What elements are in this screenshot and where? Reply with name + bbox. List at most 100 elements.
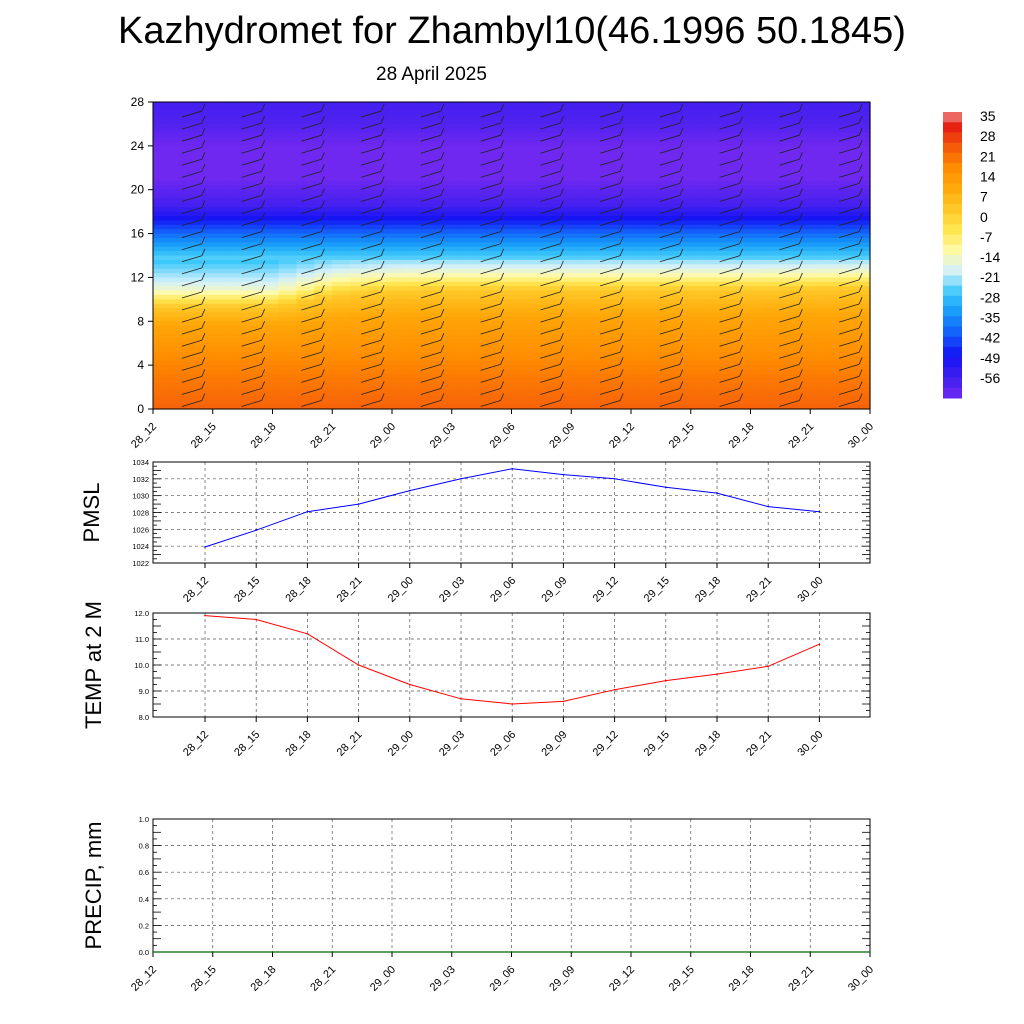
- heatmap-cell: [153, 378, 172, 384]
- heatmap-cell: [242, 106, 262, 112]
- heatmap-cell: [242, 325, 262, 331]
- heatmap-cell: [744, 277, 764, 283]
- heatmap-cell: [780, 251, 799, 257]
- heatmap-cell: [206, 154, 226, 160]
- heatmap-cell: [224, 137, 244, 143]
- heatmap-cell: [654, 294, 674, 300]
- heatmap-cell: [852, 251, 871, 257]
- heatmap-cell: [690, 312, 710, 318]
- heatmap-cell: [726, 334, 746, 340]
- heatmap-cell: [690, 259, 710, 265]
- heatmap-cell: [332, 330, 351, 336]
- heatmap-cell: [619, 378, 638, 384]
- wind-barb: [380, 140, 385, 148]
- wind-barb: [719, 231, 740, 239]
- wind-barb: [261, 140, 265, 148]
- heatmap-cell: [224, 400, 244, 406]
- heatmap-cell: [636, 273, 656, 279]
- heatmap-cell: [314, 237, 333, 243]
- heatmap-cell: [619, 167, 638, 173]
- heatmap-cell: [439, 378, 459, 384]
- heatmap-cell: [475, 268, 495, 274]
- heatmap-cell: [726, 351, 746, 357]
- heatmap-cell: [619, 216, 638, 222]
- heatmap-cell: [350, 198, 369, 204]
- heatmap-cell: [798, 198, 817, 204]
- wind-barb: [659, 146, 680, 154]
- heatmap-cell: [278, 259, 298, 265]
- heatmap-cell: [278, 277, 298, 283]
- heatmap-cell: [511, 281, 531, 287]
- wind-barb: [500, 260, 504, 269]
- heatmap-cell: [726, 255, 746, 261]
- heatmap-cell: [672, 172, 692, 178]
- heatmap-cell: [260, 387, 280, 393]
- heatmap-cell: [332, 259, 351, 265]
- heatmap-cell: [170, 207, 190, 213]
- heatmap-cell: [654, 154, 674, 160]
- heatmap-cell: [242, 330, 262, 336]
- heatmap-cell: [296, 365, 315, 371]
- heatmap-cell: [690, 334, 710, 340]
- heatmap-cell: [816, 391, 835, 397]
- heatmap-cell: [350, 330, 369, 336]
- heatmap-cell: [798, 207, 817, 213]
- heatmap-cell: [493, 246, 513, 252]
- colorbar-swatch: [943, 377, 962, 389]
- heatmap-cell: [403, 382, 423, 388]
- wind-barb: [321, 188, 325, 196]
- heatmap-cell: [762, 185, 781, 191]
- heatmap-cell: [314, 132, 333, 138]
- wind-barb: [659, 327, 680, 335]
- heatmap-cell: [690, 404, 710, 410]
- heatmap-cell: [798, 360, 817, 366]
- heatmap-cell: [619, 277, 638, 283]
- heatmap-cell: [636, 141, 656, 147]
- heatmap-cell: [780, 185, 799, 191]
- heatmap-cell: [636, 150, 656, 156]
- heatmap-cell: [547, 189, 566, 195]
- heatmap-cell: [421, 369, 441, 375]
- heatmap-cell: [780, 233, 799, 239]
- wind-barb: [739, 333, 743, 341]
- heatmap-cell: [780, 400, 799, 406]
- heatmap-cell: [654, 194, 674, 200]
- heatmap-cell: [188, 400, 208, 406]
- heatmap-cell: [439, 268, 459, 274]
- heatmap-cell: [439, 286, 459, 292]
- heatmap-cell: [278, 189, 298, 195]
- heatmap-cell: [726, 102, 746, 107]
- heatmap-cell: [475, 299, 495, 305]
- heatmap-cell: [744, 303, 764, 309]
- heatmap-cell: [601, 259, 620, 265]
- heatmap-cell: [457, 106, 477, 112]
- heatmap-cell: [690, 207, 710, 213]
- heatmap-cell: [583, 167, 602, 173]
- heatmap-cell: [206, 347, 226, 353]
- wind-barb: [560, 140, 564, 148]
- heatmap-cell: [511, 351, 531, 357]
- heatmap-cell: [798, 150, 817, 156]
- heatmap-cell: [260, 180, 280, 186]
- heatmap-cell: [601, 150, 620, 156]
- heatmap-cell: [547, 132, 566, 138]
- heatmap-cell: [529, 382, 548, 388]
- heatmap-cell: [296, 163, 315, 169]
- heatmap-cell: [690, 220, 710, 226]
- wind-barb: [440, 176, 445, 184]
- heatmap-cell: [780, 338, 799, 344]
- wind-barb: [739, 393, 743, 401]
- heatmap-cell: [421, 264, 441, 270]
- heatmap-cell: [690, 286, 710, 292]
- heatmap-cell: [403, 303, 423, 309]
- heatmap-cell: [403, 378, 423, 384]
- wind-barb: [361, 158, 382, 166]
- heatmap-cell: [565, 137, 584, 143]
- heatmap-cell: [744, 259, 764, 265]
- heatmap-cell: [565, 159, 584, 164]
- heatmap-cell: [565, 202, 584, 208]
- heatmap-cell: [780, 303, 799, 309]
- heatmap-cell: [403, 150, 423, 156]
- wind-barb: [321, 236, 325, 244]
- heatmap-cell: [224, 281, 244, 287]
